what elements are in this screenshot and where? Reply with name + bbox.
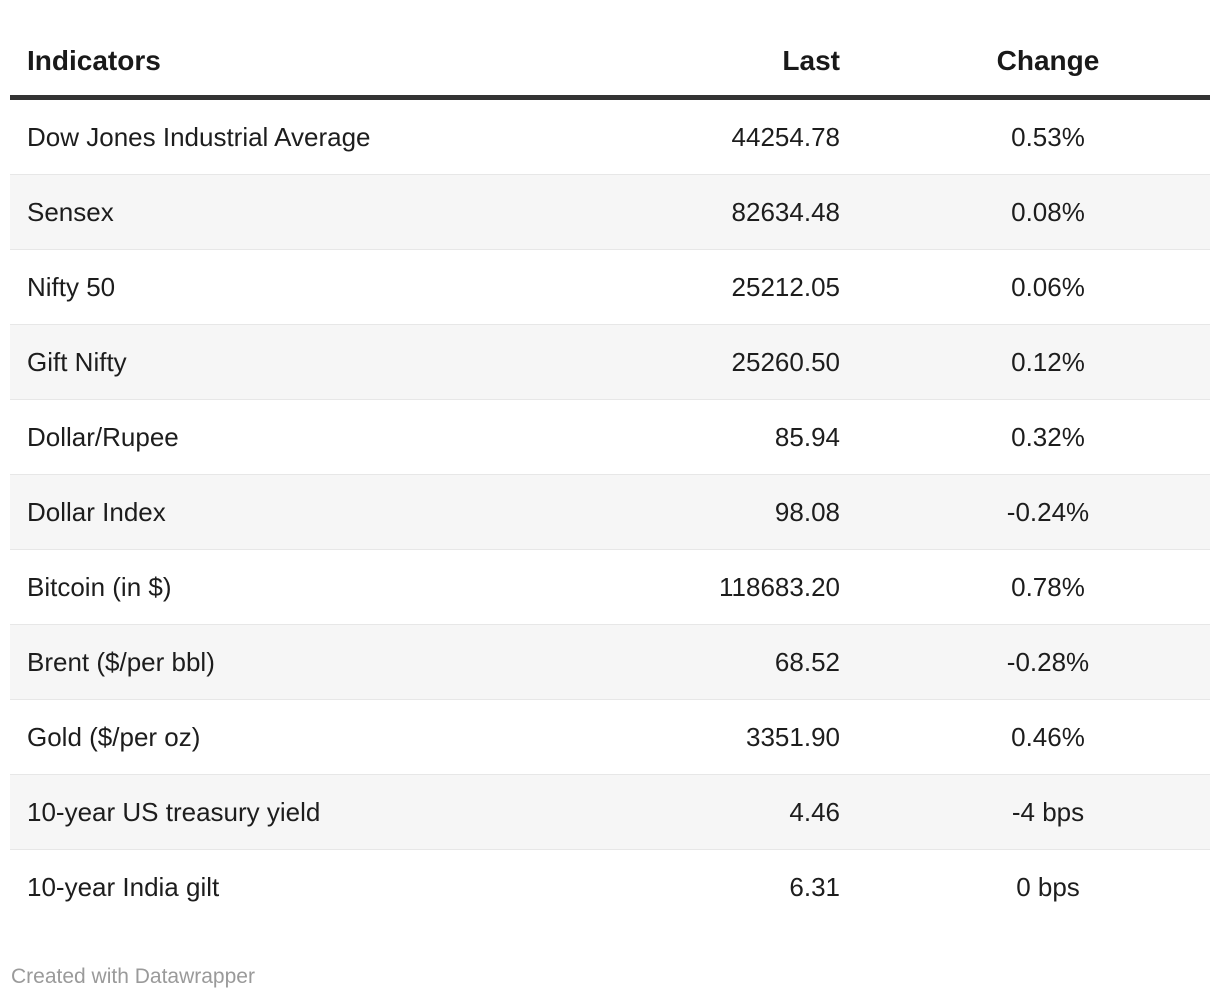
- table-row: Brent ($/per bbl) 68.52 -0.28%: [10, 624, 1210, 700]
- indicator-cell: 10-year India gilt: [27, 872, 220, 902]
- change-cell: 0.12%: [1011, 347, 1085, 377]
- indicators-table: Indicators Last Change Dow Jones Industr…: [10, 0, 1210, 924]
- change-cell: -4 bps: [1011, 797, 1085, 827]
- table-row: Bitcoin (in $) 118683.20 0.78%: [10, 549, 1210, 625]
- indicator-cell: 10-year US treasury yield: [27, 797, 321, 827]
- last-cell: 98.08: [774, 497, 840, 527]
- indicator-cell: Sensex: [27, 197, 114, 227]
- datawrapper-attribution: Created with Datawrapper: [11, 965, 255, 988]
- last-cell: 85.94: [774, 422, 840, 452]
- last-cell: 25212.05: [731, 272, 840, 302]
- change-cell: 0.08%: [1011, 197, 1085, 227]
- table-row: Gift Nifty 25260.50 0.12%: [10, 324, 1210, 400]
- change-cell: 0.06%: [1011, 272, 1085, 302]
- change-cell: 0.78%: [1011, 572, 1085, 602]
- indicator-cell: Nifty 50: [27, 272, 116, 302]
- column-header-indicators: Indicators: [10, 0, 550, 100]
- change-cell: 0.46%: [1011, 722, 1085, 752]
- last-cell: 68.52: [774, 647, 840, 677]
- change-cell: 0.53%: [1011, 122, 1085, 152]
- last-cell: 118683.20: [719, 572, 840, 602]
- change-cell: 0.32%: [1011, 422, 1085, 452]
- last-cell: 4.46: [789, 797, 840, 827]
- table-row: Nifty 50 25212.05 0.06%: [10, 249, 1210, 325]
- change-cell: -0.24%: [1006, 497, 1090, 527]
- table-row: Dollar Index 98.08 -0.24%: [10, 474, 1210, 550]
- table-row: 10-year India gilt 6.31 0 bps: [10, 849, 1210, 925]
- indicator-cell: Brent ($/per bbl): [27, 647, 215, 677]
- table-row: Sensex 82634.48 0.08%: [10, 174, 1210, 250]
- table-row: Gold ($/per oz) 3351.90 0.46%: [10, 699, 1210, 775]
- last-cell: 6.31: [789, 872, 840, 902]
- table-row: 10-year US treasury yield 4.46 -4 bps: [10, 774, 1210, 850]
- column-header-change: Change: [840, 0, 1210, 100]
- table-row: Dow Jones Industrial Average 44254.78 0.…: [10, 98, 1210, 175]
- header-row: Indicators Last Change: [10, 0, 1210, 100]
- column-header-last: Last: [550, 0, 840, 100]
- indicator-cell: Gold ($/per oz): [27, 722, 201, 752]
- indicator-cell: Bitcoin (in $): [27, 572, 172, 602]
- table-row: Dollar/Rupee 85.94 0.32%: [10, 399, 1210, 475]
- change-cell: -0.28%: [1006, 647, 1090, 677]
- indicator-cell: Dow Jones Industrial Average: [27, 122, 371, 152]
- indicator-cell: Dollar/Rupee: [27, 422, 179, 452]
- last-cell: 44254.78: [731, 122, 840, 152]
- change-cell: 0 bps: [1016, 872, 1080, 902]
- last-cell: 25260.50: [731, 347, 840, 377]
- indicator-cell: Gift Nifty: [27, 347, 127, 377]
- last-cell: 3351.90: [746, 722, 840, 752]
- last-cell: 82634.48: [731, 197, 840, 227]
- indicator-cell: Dollar Index: [27, 497, 166, 527]
